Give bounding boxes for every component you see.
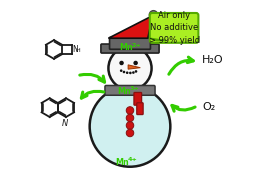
Circle shape xyxy=(129,72,132,74)
Circle shape xyxy=(132,71,135,74)
Circle shape xyxy=(90,86,170,167)
Circle shape xyxy=(126,107,134,114)
Text: H: H xyxy=(75,48,80,53)
Text: N: N xyxy=(73,45,78,54)
Circle shape xyxy=(133,61,138,65)
Circle shape xyxy=(126,129,134,137)
Text: O₂: O₂ xyxy=(202,102,216,112)
Circle shape xyxy=(126,114,134,122)
Circle shape xyxy=(123,71,125,73)
Text: Air only
No additive
> 99% yield: Air only No additive > 99% yield xyxy=(148,11,200,45)
Text: Mn: Mn xyxy=(116,158,129,167)
FancyBboxPatch shape xyxy=(137,103,143,115)
Text: N: N xyxy=(62,119,68,128)
Polygon shape xyxy=(108,16,153,38)
Text: 4+: 4+ xyxy=(128,157,138,162)
Polygon shape xyxy=(150,38,166,41)
Circle shape xyxy=(119,61,124,65)
Text: Mn: Mn xyxy=(118,87,131,96)
Circle shape xyxy=(108,47,152,90)
Circle shape xyxy=(120,69,122,72)
FancyBboxPatch shape xyxy=(105,85,155,95)
Circle shape xyxy=(135,70,137,73)
Circle shape xyxy=(126,71,128,74)
Circle shape xyxy=(149,11,158,19)
FancyBboxPatch shape xyxy=(134,92,142,105)
FancyBboxPatch shape xyxy=(109,37,151,49)
Circle shape xyxy=(126,122,134,129)
Text: 2+: 2+ xyxy=(132,43,141,48)
Text: 3+: 3+ xyxy=(130,86,139,91)
FancyBboxPatch shape xyxy=(101,44,159,53)
Text: Mn: Mn xyxy=(119,43,133,53)
FancyBboxPatch shape xyxy=(150,13,198,43)
Polygon shape xyxy=(128,65,140,69)
Text: H₂O: H₂O xyxy=(202,55,224,65)
